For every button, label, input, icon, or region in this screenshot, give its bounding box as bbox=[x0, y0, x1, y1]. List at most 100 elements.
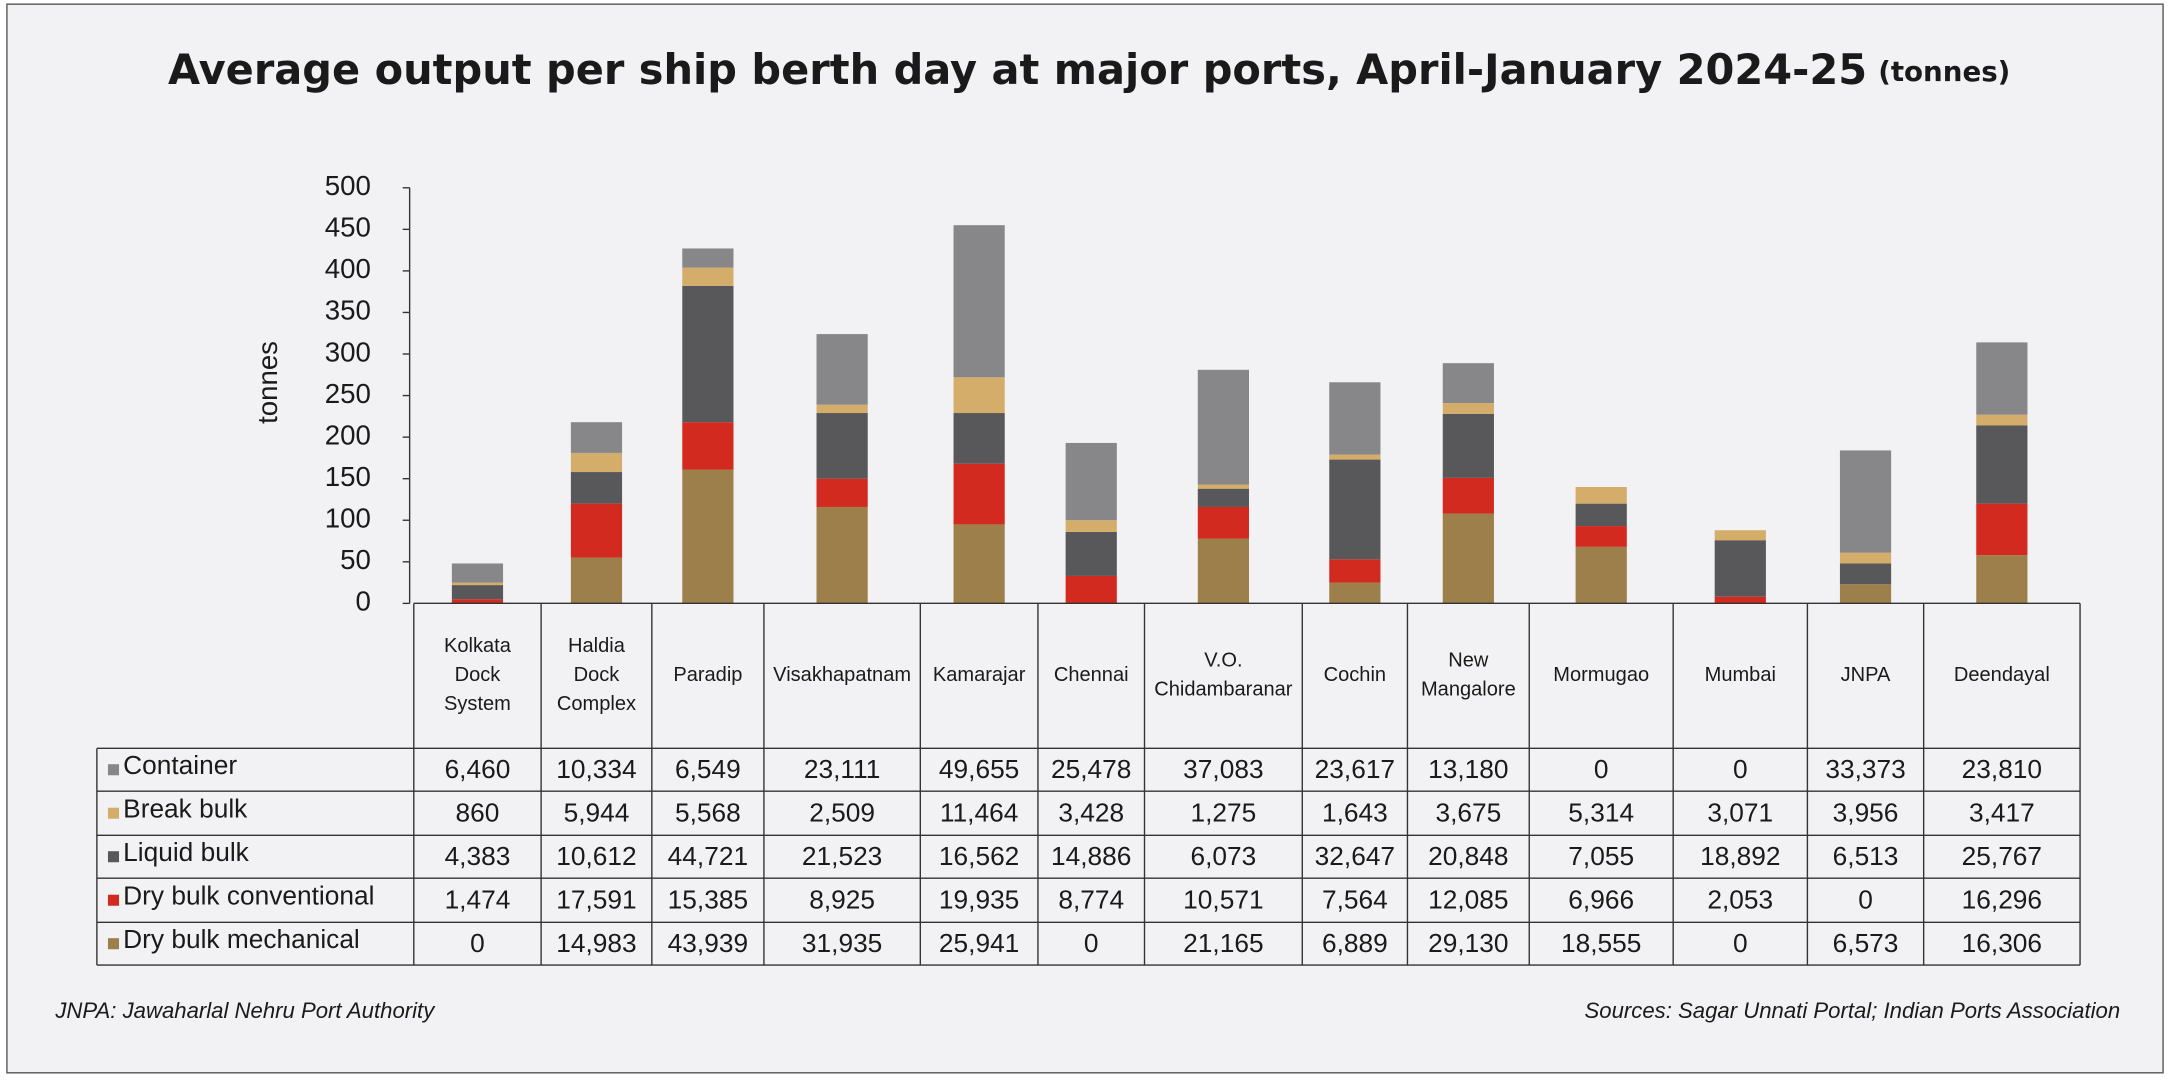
bar-segment bbox=[1575, 526, 1627, 547]
bar-segment bbox=[816, 334, 868, 405]
bar-segment bbox=[1714, 596, 1766, 604]
table-cell: 43,939 bbox=[668, 928, 748, 958]
table-cell: 11,464 bbox=[940, 798, 1018, 828]
bar-segment bbox=[1839, 584, 1892, 604]
bar-segment bbox=[816, 413, 868, 479]
y-tick-label: 150 bbox=[325, 461, 371, 492]
bar-segment bbox=[570, 422, 623, 453]
bar-segment bbox=[1442, 477, 1494, 514]
x-tick-label: Haldia Dock Complex bbox=[557, 635, 636, 715]
legend-label: Dry bulk conventional bbox=[123, 880, 374, 910]
bar-segment bbox=[1714, 540, 1766, 597]
x-tick-label-line: Chidambaranar bbox=[1154, 679, 1293, 701]
bar-segment bbox=[1329, 582, 1381, 604]
x-tick-label: V.O. Chidambaranar bbox=[1154, 650, 1293, 701]
table-cell: 3,956 bbox=[1833, 798, 1899, 828]
table-cell: 8,925 bbox=[809, 885, 875, 915]
x-tick-label: Cochin bbox=[1324, 664, 1386, 686]
table-cell: 21,165 bbox=[1183, 928, 1263, 958]
title-main: Average output per ship berth day at maj… bbox=[168, 46, 1867, 94]
table-cell: 18,892 bbox=[1700, 841, 1780, 871]
table-cell: 860 bbox=[456, 798, 500, 828]
y-tick-label: 0 bbox=[356, 586, 371, 617]
bar-segment bbox=[1065, 520, 1117, 532]
bar-segment bbox=[682, 248, 734, 268]
bar-segment bbox=[1065, 442, 1117, 521]
table-cell: 0 bbox=[1084, 928, 1099, 958]
x-tick-label: Mormugao bbox=[1553, 664, 1649, 686]
source: Sources: Sagar Unnati Portal; Indian Por… bbox=[1585, 998, 2121, 1023]
y-tick-label: 400 bbox=[325, 253, 371, 284]
table-cell: 3,417 bbox=[1969, 798, 2035, 828]
bar-segment bbox=[1065, 531, 1117, 576]
table-cell: 4,383 bbox=[445, 841, 511, 871]
bar-segment bbox=[816, 506, 868, 604]
table-cell: 19,935 bbox=[939, 885, 1019, 915]
bar-segment bbox=[1197, 506, 1249, 539]
table-cell: 25,478 bbox=[1051, 754, 1131, 784]
bar-segment bbox=[1329, 382, 1381, 455]
bar-segment bbox=[1575, 487, 1627, 504]
table-cell: 5,314 bbox=[1568, 798, 1634, 828]
x-tick-label-line: Deendayal bbox=[1954, 664, 2050, 686]
bar-segment bbox=[1976, 414, 2028, 426]
x-tick-label-line: Dock bbox=[574, 664, 621, 686]
bar-segment bbox=[1442, 363, 1494, 404]
bar-segment bbox=[1575, 546, 1627, 604]
x-tick-label-line: Chennai bbox=[1054, 664, 1129, 686]
bar-segment bbox=[1197, 484, 1249, 489]
table-cell: 20,848 bbox=[1428, 841, 1508, 871]
table-cell: 13,180 bbox=[1428, 754, 1508, 784]
bar-segment bbox=[1442, 403, 1494, 414]
bar-segment bbox=[1976, 425, 2028, 504]
bar-segment bbox=[570, 472, 623, 504]
bar-segment bbox=[1839, 552, 1892, 564]
bar-segment bbox=[1329, 459, 1381, 560]
bar-segment bbox=[1839, 563, 1892, 585]
table-cell: 18,555 bbox=[1561, 928, 1641, 958]
table-cell: 25,767 bbox=[1962, 841, 2042, 871]
bar-segment bbox=[953, 463, 1005, 525]
x-tick-label: Mumbai bbox=[1705, 664, 1776, 686]
table-cell: 6,549 bbox=[675, 754, 741, 784]
table-cell: 6,966 bbox=[1568, 885, 1634, 915]
bar-segment bbox=[816, 404, 868, 414]
table-cell: 6,460 bbox=[445, 754, 511, 784]
table-cell: 14,886 bbox=[1051, 841, 1131, 871]
bar-segment bbox=[682, 422, 734, 470]
x-tick-label-line: JNPA bbox=[1841, 664, 1891, 686]
y-tick-label: 50 bbox=[340, 544, 371, 575]
table-cell: 10,571 bbox=[1183, 885, 1263, 915]
x-tick-label-line: Complex bbox=[557, 693, 636, 715]
bar-segment bbox=[682, 267, 734, 286]
table-cell: 1,474 bbox=[445, 885, 511, 915]
table-cell: 2,509 bbox=[809, 798, 875, 828]
bar-segment bbox=[953, 225, 1005, 378]
table-cell: 0 bbox=[470, 928, 485, 958]
bar-segment bbox=[682, 469, 734, 604]
table-cell: 2,053 bbox=[1707, 885, 1773, 915]
bar-segment bbox=[570, 503, 623, 558]
bar-segment bbox=[451, 582, 504, 586]
table-cell: 5,944 bbox=[564, 798, 630, 828]
table-cell: 1,643 bbox=[1322, 798, 1388, 828]
table-cell: 31,935 bbox=[802, 928, 882, 958]
table-cell: 6,889 bbox=[1322, 928, 1388, 958]
x-tick-label-line: Visakhapatnam bbox=[773, 664, 911, 686]
legend-label: Dry bulk mechanical bbox=[123, 924, 360, 954]
table-cell: 5,568 bbox=[675, 798, 741, 828]
table-cell: 14,983 bbox=[556, 928, 636, 958]
bar-segment bbox=[1329, 454, 1381, 460]
table-cell: 0 bbox=[1858, 885, 1873, 915]
bar-segment bbox=[953, 524, 1005, 604]
table-cell: 23,810 bbox=[1962, 754, 2042, 784]
table-cell: 0 bbox=[1594, 754, 1609, 784]
table-cell: 32,647 bbox=[1315, 841, 1395, 871]
legend-label: Liquid bulk bbox=[123, 837, 250, 867]
table-cell: 23,111 bbox=[804, 754, 880, 784]
bar-segment bbox=[1976, 503, 2028, 556]
legend-swatch bbox=[107, 764, 120, 776]
y-tick-label: 450 bbox=[325, 212, 371, 243]
table-cell: 7,564 bbox=[1322, 885, 1388, 915]
table-cell: 25,941 bbox=[939, 928, 1019, 958]
